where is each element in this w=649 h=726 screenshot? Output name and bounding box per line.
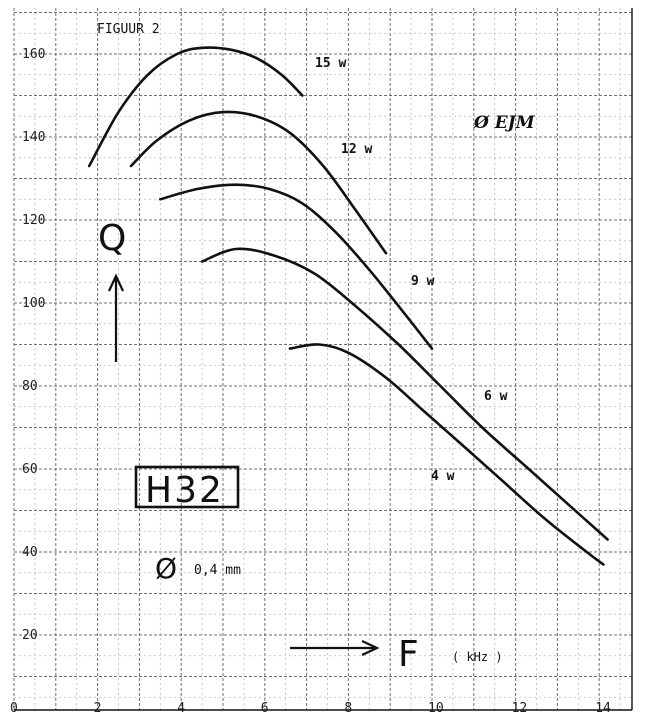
series-label: 15 w [315,56,346,71]
series-label: 6 w [484,389,508,404]
y-tick-label: 120 [22,213,45,228]
y-tick-label: 80 [22,379,38,394]
y-tick-label: 40 [22,545,38,560]
model-label: H32 [145,470,224,511]
x-axis-arrow [290,640,380,656]
x-tick-label: 2 [94,701,102,716]
series-label: 4 w [431,469,455,484]
series-curve-6w [200,247,609,541]
figure-title: FIGUUR 2 [97,22,160,37]
x-tick-label: 8 [344,701,352,716]
diameter-label: 0,4 mm [194,563,241,578]
diameter-symbol: Ø [155,552,177,585]
y-tick-label: 60 [22,462,38,477]
series-curves [87,46,609,566]
grid [13,8,632,710]
x-tick-label: 6 [261,701,269,716]
x-tick-label: 12 [512,701,528,716]
y-tick-label: 100 [22,296,45,311]
series-label: 12 w [341,142,372,157]
x-tick-label: 0 [10,701,18,716]
x-axis-symbol: F [398,634,419,675]
series-curve-9w [159,183,434,350]
x-unit-label: ( kHz ) [452,650,503,664]
x-tick-label: 14 [595,701,611,716]
series-label: 9 w [411,274,435,289]
model-label-box [134,465,240,509]
series-curve-15w [87,46,304,168]
y-tick-label: 20 [22,628,38,643]
y-tick-label: 160 [22,47,45,62]
x-tick-label: 4 [177,701,185,716]
x-tick-label: 10 [428,701,444,716]
brand-label: Ø EJM [473,113,536,133]
y-tick-label: 140 [22,130,45,145]
y-axis-arrow [108,273,124,362]
y-axis-symbol: Q [98,218,126,259]
series-labels: 15 w 12 w 9 w 6 w 4 w [315,56,508,484]
tick-labels: 0 2 4 6 8 10 12 14 20 40 60 80 100 120 140 160 [10,47,611,716]
series-curve-4w [288,343,605,566]
series-curve-12w [129,110,388,255]
